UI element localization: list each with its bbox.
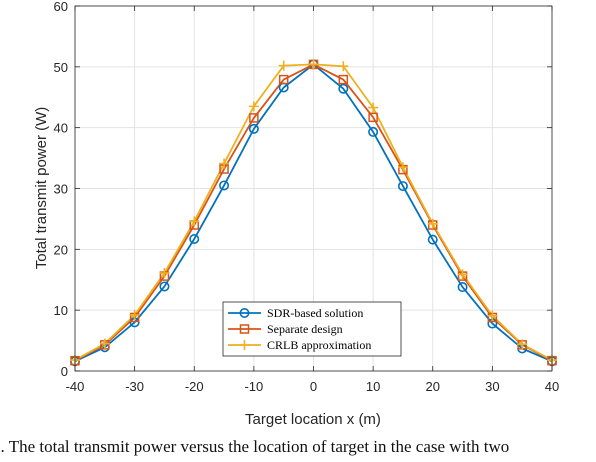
data-point-s0 <box>397 181 408 192</box>
y-axis-label: Total transmit power (W) <box>33 107 50 270</box>
legend-label: Separate design <box>267 322 343 336</box>
x-tick-label: 20 <box>426 379 440 394</box>
y-tick-label: 20 <box>54 242 68 257</box>
data-point-s0 <box>338 83 349 94</box>
x-tick-label: -20 <box>185 379 204 394</box>
y-tick-labels: 0 10 20 30 40 50 60 <box>54 0 68 379</box>
y-tick-label: 50 <box>54 60 68 75</box>
data-point-s1 <box>278 74 289 85</box>
legend-swatch-marker <box>239 307 250 318</box>
data-point-s0 <box>159 281 170 292</box>
data-point-s2 <box>517 339 528 350</box>
data-point-s1 <box>368 112 378 123</box>
x-tick-label: 0 <box>310 379 317 394</box>
data-point-s2 <box>397 162 408 173</box>
legend-label: CRLB approximation <box>267 338 371 352</box>
data-point-s1 <box>338 74 349 85</box>
data-point-s2 <box>368 102 379 113</box>
data-point-s2 <box>248 101 259 112</box>
legend-box <box>222 301 402 357</box>
x-tick-label: 30 <box>485 379 499 394</box>
data-point-s2 <box>338 61 349 72</box>
data-point-s2 <box>219 158 230 169</box>
legend: SDR-based solution Separate design CRLB ap… <box>222 301 402 357</box>
x-tick-label: -30 <box>125 379 144 394</box>
data-point-s2 <box>189 216 200 227</box>
data-point-s0 <box>248 123 259 134</box>
data-point-s0 <box>219 180 230 191</box>
data-point-s2 <box>159 268 170 279</box>
data-point-s2 <box>457 269 468 280</box>
y-tick-label: 10 <box>54 303 68 318</box>
data-point-s2 <box>487 310 498 321</box>
data-point-s2 <box>99 338 110 349</box>
data-point-s0 <box>189 233 200 244</box>
data-point-s2 <box>129 310 140 321</box>
figure-caption: 3. The total transmit power versus the l… <box>0 437 510 456</box>
legend-swatch-marker <box>239 340 250 350</box>
legend-label: SDR-based solution <box>267 306 363 320</box>
data-point-s0 <box>368 126 379 137</box>
x-tick-label: -40 <box>66 379 85 394</box>
legend-swatch-marker <box>239 324 250 334</box>
y-tick-label: 40 <box>54 121 68 136</box>
x-axis-label: Target location x (m) <box>245 411 381 428</box>
data-point-s2 <box>278 60 289 71</box>
data-point-s0 <box>427 234 438 245</box>
data-point-s2 <box>427 218 438 229</box>
x-tick-label: -10 <box>244 379 263 394</box>
data-point-s1 <box>249 113 259 123</box>
y-tick-label: 30 <box>54 182 68 197</box>
x-tick-label: 10 <box>366 379 380 394</box>
data-point-s0 <box>457 282 468 293</box>
axis-ticks <box>74 5 553 372</box>
y-tick-label: 60 <box>54 0 68 14</box>
x-tick-label: 40 <box>545 379 559 394</box>
x-tick-labels: -40 -30 -20 -10 0 10 20 30 40 <box>66 379 560 394</box>
data-point-s2 <box>308 59 319 70</box>
y-tick-label: 0 <box>61 364 68 379</box>
